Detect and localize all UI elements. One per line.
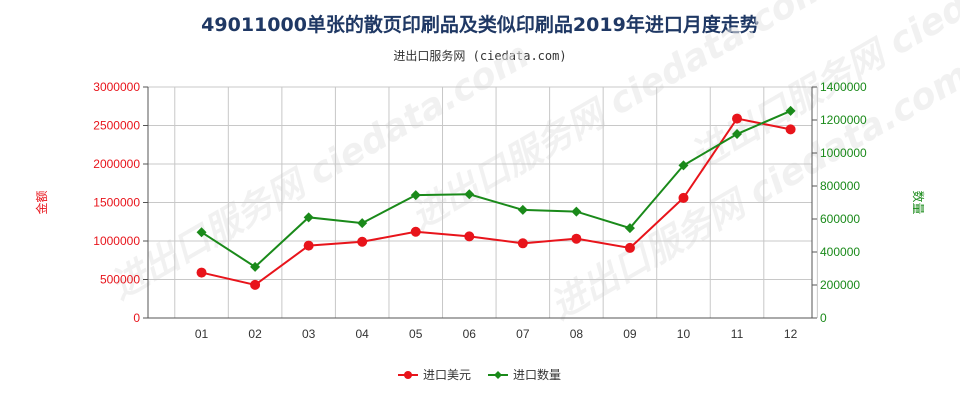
data-point-amount [732, 113, 743, 124]
data-point-quantity [624, 223, 635, 234]
data-point-quantity [785, 105, 796, 116]
legend-label-amount: 进口美元 [423, 368, 471, 382]
y-tick-label-left: 2500000 [93, 119, 140, 133]
x-tick-label: 09 [623, 327, 637, 341]
y-tick-label-left: 2000000 [93, 157, 140, 171]
y-tick-label-right: 800000 [820, 179, 860, 193]
y-tick-label-right: 1000000 [820, 146, 867, 160]
data-point-quantity [464, 189, 475, 200]
legend-marker-amount [404, 371, 412, 379]
series-layer [196, 105, 796, 290]
x-tick-label: 11 [731, 327, 744, 341]
y-tick-label-left: 0 [133, 311, 140, 325]
chart-title: 49011000单张的散页印刷品及类似印刷品2019年进口月度走势 [201, 14, 759, 36]
x-tick-label: 12 [784, 327, 798, 341]
data-point-amount [357, 236, 368, 247]
y-tick-label-right: 0 [820, 311, 827, 325]
y-tick-label-right: 1200000 [820, 113, 867, 127]
data-point-amount [250, 279, 261, 290]
data-point-quantity [303, 212, 314, 223]
y-tick-label-right: 400000 [820, 245, 860, 259]
y-tick-label-right: 200000 [820, 278, 860, 292]
y-axis-label-left: 金额 [34, 190, 49, 214]
x-tick-label: 02 [248, 327, 262, 341]
data-point-amount [785, 124, 796, 135]
legend-label-quantity: 进口数量 [513, 367, 561, 382]
y-tick-label-right: 1400000 [820, 80, 867, 94]
data-point-amount [410, 226, 421, 237]
data-point-quantity [410, 190, 421, 201]
data-point-quantity [517, 204, 528, 215]
y-tick-label-left: 500000 [100, 273, 140, 287]
x-tick-label: 04 [356, 327, 370, 341]
chart-subtitle: 进出口服务网 (ciedata.com) [393, 49, 567, 63]
data-point-amount [571, 233, 582, 244]
legend: 进口美元 进口数量 [398, 367, 561, 382]
x-tick-label: 05 [409, 327, 423, 341]
legend-marker-quantity [494, 371, 502, 379]
x-tick-label: 08 [570, 327, 584, 341]
data-point-quantity [357, 218, 368, 229]
series-line-quantity [201, 110, 791, 269]
y-axis-label-right: 数量 [911, 190, 926, 214]
data-point-amount [303, 240, 314, 251]
data-point-amount [678, 192, 689, 203]
axes: 0500000100000015000002000000250000030000… [34, 80, 926, 341]
data-point-amount [196, 267, 207, 278]
y-tick-label-left: 3000000 [93, 80, 140, 94]
x-tick-label: 01 [195, 327, 209, 341]
data-point-quantity [678, 160, 689, 171]
y-tick-label-right: 600000 [820, 212, 860, 226]
data-point-quantity [571, 206, 582, 217]
x-tick-label: 07 [516, 327, 530, 341]
data-point-quantity [250, 261, 261, 272]
y-tick-label-left: 1500000 [93, 196, 140, 210]
data-point-quantity [196, 227, 207, 238]
series-line-amount [201, 117, 791, 286]
x-tick-label: 06 [463, 327, 477, 341]
data-point-quantity [732, 129, 743, 140]
y-tick-label-left: 1000000 [93, 234, 140, 248]
data-point-amount [464, 231, 475, 242]
data-point-amount [517, 238, 528, 249]
data-point-amount [624, 242, 635, 253]
x-tick-label: 10 [677, 327, 691, 341]
x-tick-label: 03 [302, 327, 316, 341]
